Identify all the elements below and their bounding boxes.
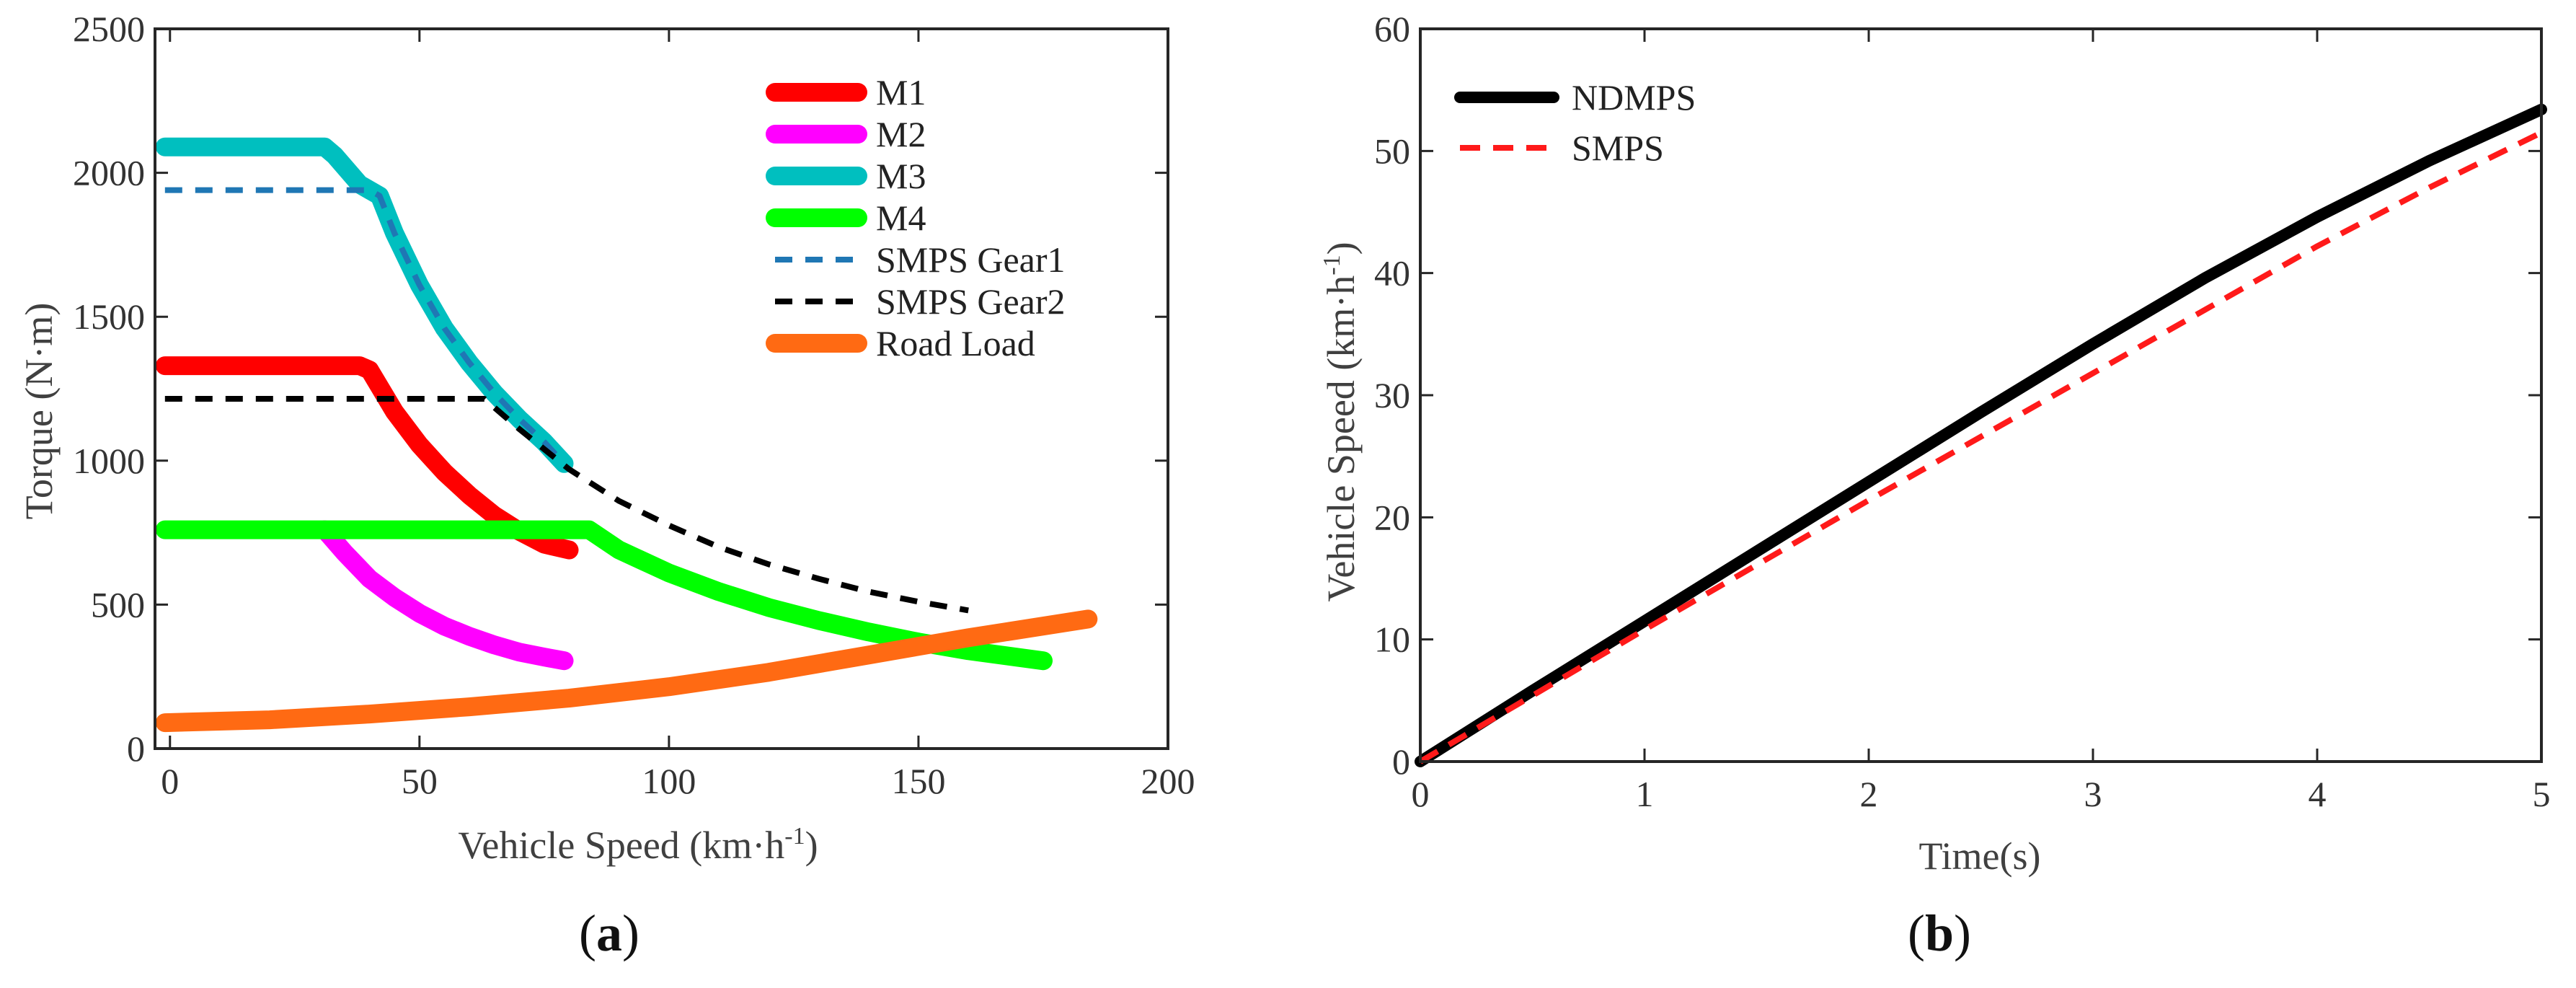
- y-tick-label: 0: [127, 728, 145, 769]
- y-tick-label: 20: [1374, 497, 1410, 537]
- y-tick-label: 1500: [73, 296, 145, 337]
- y-tick-label: 10: [1374, 619, 1410, 660]
- legend-label: M3: [876, 156, 926, 196]
- series-line-m2: [315, 520, 574, 671]
- chart-b-x-axis-title: Time(s): [1918, 834, 2040, 878]
- x-tick-label: 1: [1636, 774, 1654, 814]
- x-tick-label: 3: [2084, 774, 2102, 814]
- x-tick-label: 0: [1412, 774, 1430, 814]
- series-line-smps-gear1: [164, 187, 567, 466]
- series-line-ndmps: [1415, 103, 2547, 767]
- y-tick-label: 0: [1392, 741, 1410, 782]
- chart-a-panel-label: (a): [579, 904, 639, 962]
- chart-b-marks: [1415, 103, 2547, 767]
- legend-label: SMPS: [1572, 128, 1664, 168]
- series-line-smps: [1418, 130, 2543, 764]
- y-tick-label: 50: [1374, 131, 1410, 171]
- y-tick-label: 40: [1374, 253, 1410, 294]
- chart-b-legend: NDMPS SMPS: [1454, 77, 1696, 168]
- chart-a-y-axis-title: Torque (N·m): [17, 303, 61, 520]
- x-tick-label: 200: [1141, 761, 1195, 801]
- legend-label: NDMPS: [1572, 77, 1696, 118]
- x-tick-label: 150: [891, 761, 945, 801]
- y-tick-label: 60: [1374, 9, 1410, 49]
- chart-a-x-axis-title: Vehicle Speed (km·h-1): [458, 823, 818, 867]
- legend-label: SMPS Gear2: [876, 281, 1066, 322]
- x-tick-label: 4: [2309, 774, 2327, 814]
- y-tick-label: 2000: [73, 153, 145, 193]
- y-tick-label: 30: [1374, 375, 1410, 415]
- chart-a-axes-frame: [154, 27, 1169, 750]
- x-tick-label: 50: [402, 761, 438, 801]
- x-tick-label: 100: [642, 761, 696, 801]
- legend-label: M4: [876, 198, 926, 238]
- series-line-smps-gear2: [164, 396, 969, 614]
- series-line-road-load: [155, 609, 1098, 733]
- y-tick-label: 1000: [73, 441, 145, 481]
- x-tick-label: 0: [161, 761, 179, 801]
- x-tick-label: 5: [2533, 774, 2551, 814]
- y-tick-label: 2500: [73, 9, 145, 49]
- y-tick-label: 500: [91, 584, 145, 625]
- legend-label: SMPS Gear1: [876, 239, 1066, 280]
- legend-label: M2: [876, 114, 926, 154]
- legend-label: Road Load: [876, 323, 1035, 363]
- chart-b-y-axis-title: Vehicle Speed (km·h-1): [1319, 242, 1363, 601]
- legend-label: M1: [876, 72, 926, 113]
- chart-b-panel-label: (b): [1908, 904, 1971, 962]
- x-tick-label: 2: [1860, 774, 1878, 814]
- chart-a-marks: [155, 137, 1098, 733]
